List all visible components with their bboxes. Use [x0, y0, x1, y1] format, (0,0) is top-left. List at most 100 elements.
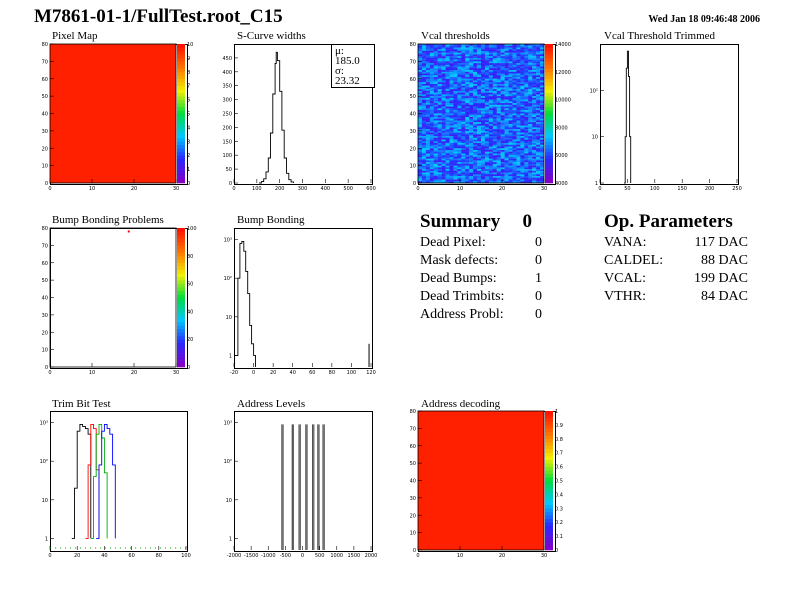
colorbar-cell [177, 266, 185, 270]
heatmap-cell [453, 82, 458, 85]
heatmap-cell [508, 61, 513, 64]
heatmap-cell [508, 89, 513, 92]
heatmap-cell [437, 77, 442, 79]
heatmap-cell [484, 130, 490, 133]
heatmap-cell [461, 163, 466, 166]
heatmap-cell [504, 73, 509, 76]
chart-address-decoding[interactable]: 0 0.1 0.2 0.3 0.4 0.5 0.6 0.7 0.8 0.9 1 0 10 20 30 0 10 2… [410, 409, 563, 559]
heatmap-cell [429, 127, 434, 130]
heatmap-cell [437, 75, 442, 78]
heatmap-cell [445, 82, 450, 85]
heatmap-cell [437, 59, 442, 62]
heatmap-cell [477, 174, 482, 177]
heatmap-cell [469, 163, 474, 166]
heatmap-cell [520, 101, 525, 104]
heatmap-cell [516, 45, 521, 48]
chart-address-levels[interactable]: -2000 -1500 -1000 -500 0 500 1000 1500 2000 1 10 10… [224, 411, 377, 559]
heatmap-cell [461, 134, 466, 137]
heatmap-cell [445, 149, 450, 152]
heatmap-cell [477, 54, 482, 57]
heatmap-cell [512, 123, 517, 126]
heatmap-cell [504, 80, 509, 83]
heatmap-cell [453, 59, 458, 62]
heatmap-cell [437, 155, 442, 158]
y-tick-label: 10 [410, 164, 416, 170]
heatmap-cell [477, 149, 482, 152]
heatmap-cell [473, 54, 478, 57]
heatmap-cell [492, 101, 497, 104]
z-tick-label: 6 [187, 98, 190, 104]
heatmap-cell [516, 78, 521, 81]
heatmap-cell [453, 132, 458, 135]
heatmap-cell [516, 57, 521, 60]
heatmap-cell [477, 82, 482, 85]
heatmap-cell [453, 127, 458, 130]
colorbar-cell [545, 525, 553, 530]
heatmap-cell [437, 104, 442, 107]
heatmap-cell [421, 125, 427, 128]
heatmap-cell [418, 125, 423, 128]
heatmap-cell [500, 54, 505, 57]
heatmap-cell [512, 176, 517, 178]
heatmap-cell [496, 101, 501, 104]
heatmap-cell [469, 136, 474, 139]
heatmap-cell [441, 127, 446, 130]
heatmap-cell [500, 146, 505, 149]
heatmap-cell [512, 162, 517, 165]
colorbar-cell [545, 414, 553, 419]
z-tick-label: 1 [555, 409, 558, 415]
heatmap-cell [445, 146, 450, 149]
heatmap-cell [433, 78, 438, 81]
chart-trim-bit-test[interactable]: 0 20 40 60 80 100 1 10 10² 10³ [40, 411, 191, 559]
heatmap-cell [540, 116, 545, 119]
heatmap-cell [508, 101, 513, 104]
heatmap-cell [433, 158, 438, 161]
colorbar-cell [177, 314, 185, 319]
heatmap-cell [484, 77, 490, 79]
heatmap-cell [512, 122, 517, 125]
heatmap-cell [449, 92, 454, 95]
heatmap-cell [512, 113, 517, 116]
heatmap-cell [425, 127, 431, 130]
heatmap-cell [445, 115, 450, 118]
chart-pixel-map[interactable]: 0 1 2 3 4 5 6 7 8 9 10 0 10 20 30 0 10 20 30 40 50 60 70 80 [42, 42, 194, 192]
heatmap-cell [449, 134, 454, 137]
heatmap-cell [528, 108, 533, 111]
heatmap-cell [433, 64, 438, 67]
chart-bump-bonding-problems[interactable]: 0 20 40 60 80 100 0 10 20 30 0 10 20 30 40 50 60 70 80 [42, 226, 197, 376]
heatmap-cell [441, 153, 446, 156]
chart-bump-bonding[interactable]: -20 0 20 40 60 80 100 120 1 10 10² 10³ [224, 228, 376, 376]
heatmap-cell [433, 103, 438, 106]
heatmap-cell [508, 45, 513, 48]
heatmap-cell [469, 129, 474, 132]
heatmap-cell [421, 113, 427, 116]
heatmap-cell [421, 96, 427, 99]
heatmap-cell [520, 144, 525, 147]
heatmap-cell [473, 179, 478, 182]
chart-vcal-threshold-trimmed[interactable]: 0 50 100 150 200 250 1 10 10² [590, 44, 742, 192]
heatmap-cell [473, 165, 478, 168]
heatmap-cell [469, 89, 474, 92]
heatmap-cell [516, 108, 521, 111]
heatmap-cell [532, 44, 537, 46]
heatmap-cell [492, 181, 497, 184]
heatmap-cell [425, 141, 431, 144]
heatmap-cell [488, 56, 494, 59]
heatmap-cell [536, 70, 541, 72]
heatmap-cell [492, 66, 497, 69]
heatmap-cell [418, 78, 423, 81]
heatmap-cell [453, 149, 458, 152]
heatmap-cell [429, 47, 434, 50]
heatmap-cell [425, 113, 431, 116]
heatmap-cell [508, 78, 513, 81]
x-tick-label: 150 [677, 186, 687, 192]
heatmap-cell [449, 149, 454, 152]
heatmap-cell [520, 52, 525, 55]
chart-vcal-thresholds[interactable]: 4000 6000 8000 10000 12000 14000 0 10 20 30 0 10 20 3… [410, 42, 571, 192]
heatmap-cell [496, 167, 501, 170]
heatmap-cell [461, 123, 466, 126]
chart-title-vcal-thresholds: Vcal thresholds [421, 30, 490, 42]
heatmap-cell [484, 118, 490, 121]
heatmap-cell [536, 73, 541, 76]
heatmap-cell [429, 82, 434, 85]
